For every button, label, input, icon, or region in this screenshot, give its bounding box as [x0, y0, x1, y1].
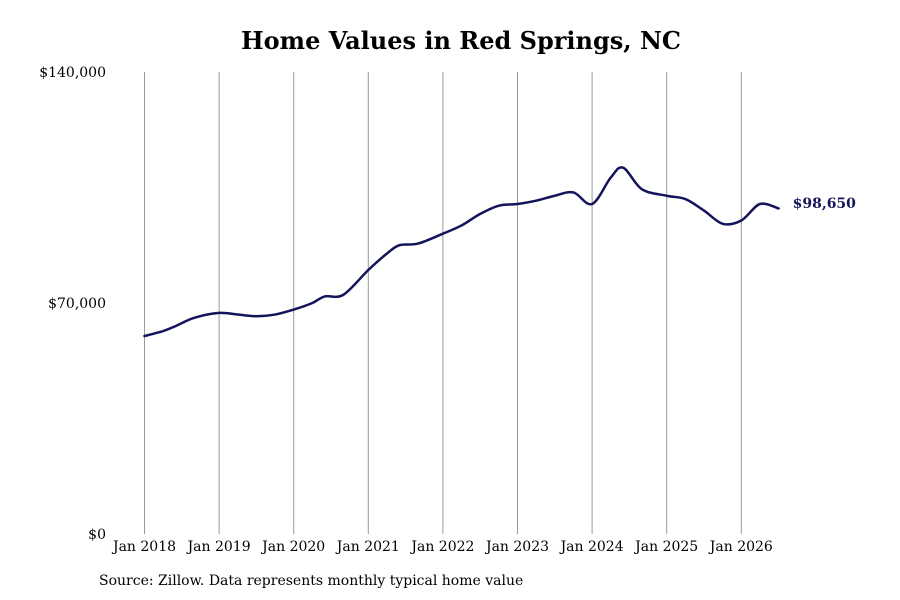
y-tick-label: $70,000 [48, 296, 106, 312]
y-axis: $0 $70,000 $140,000 [39, 65, 106, 543]
x-tick-label: Jan 2020 [260, 539, 325, 555]
end-value-label: $98,650 [793, 196, 857, 212]
x-tick-label: Jan 2022 [409, 539, 474, 555]
x-tick-label: Jan 2018 [111, 539, 176, 555]
x-tick-label: Jan 2019 [186, 539, 251, 555]
x-tick-label: Jan 2025 [633, 539, 698, 555]
series-layer [143, 166, 780, 338]
x-tick-label: Jan 2021 [335, 539, 400, 555]
grid-lines [144, 72, 742, 534]
y-tick-label: $0 [88, 527, 106, 543]
x-axis: Jan 2018 Jan 2019 Jan 2020 Jan 2021 Jan 2022… [111, 539, 773, 555]
series-line-0 [143, 166, 780, 338]
end-label-layer: $98,650 [793, 196, 857, 212]
x-tick-label: Jan 2026 [708, 539, 773, 555]
x-tick-label: Jan 2024 [559, 539, 624, 555]
x-tick-label: Jan 2023 [484, 539, 549, 555]
source-note: Source: Zillow. Data represents monthly … [99, 573, 524, 589]
y-tick-label: $140,000 [39, 65, 106, 81]
chart-title: Home Values in Red Springs, NC [240, 26, 681, 55]
